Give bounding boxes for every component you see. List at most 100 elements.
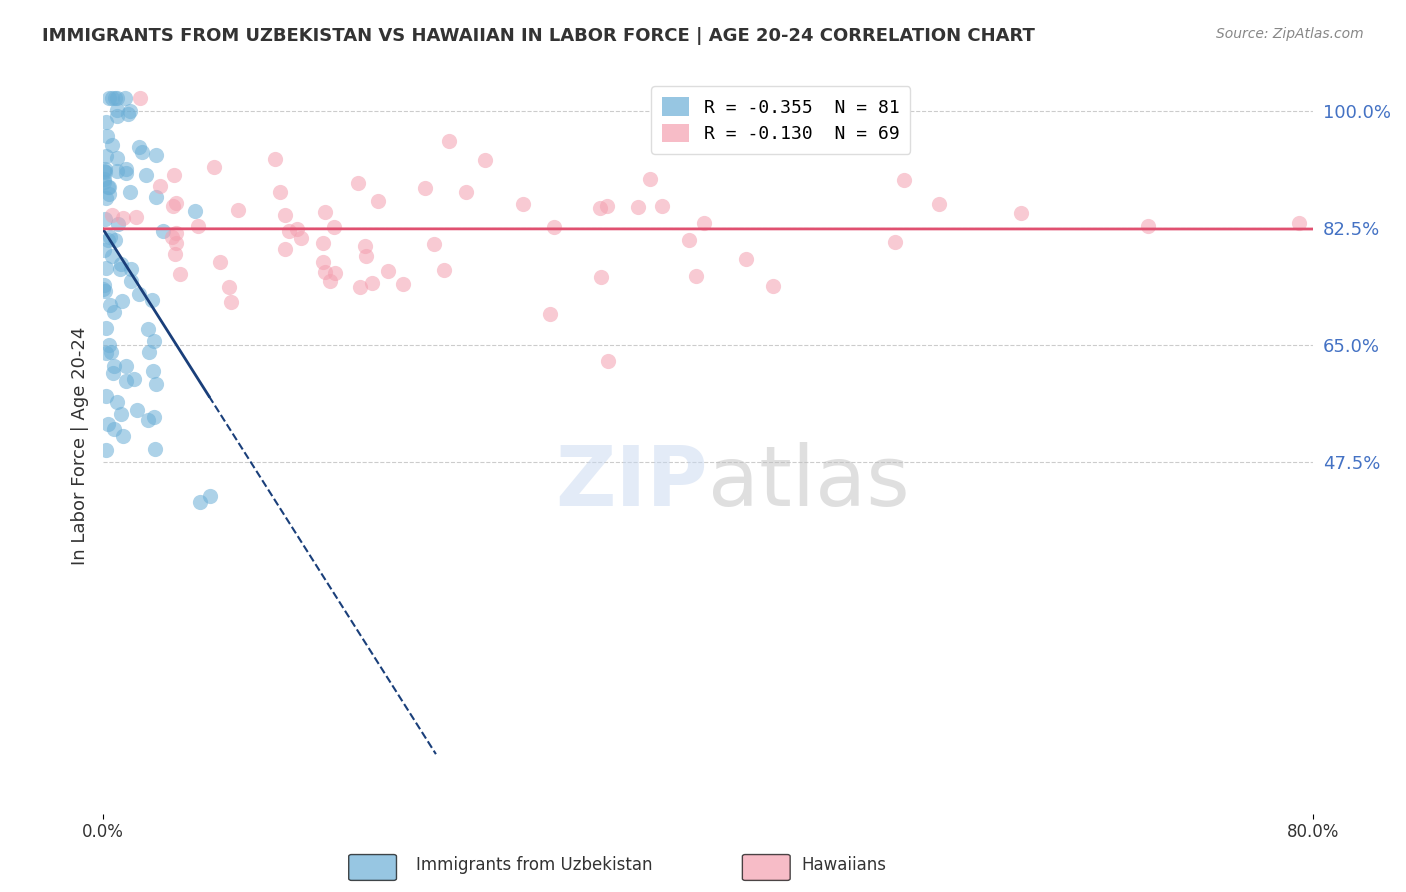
Point (114, 166, 136, 180)
Point (377, 264, 399, 278)
Point (165, 236, 187, 251)
Point (433, 263, 456, 277)
Point (354, 249, 377, 263)
Point (97, 187, 120, 202)
Point (135, 169, 157, 183)
Point (651, 199, 673, 213)
Point (152, 224, 174, 238)
Point (131, 145, 153, 160)
Point (274, 208, 297, 222)
Point (226, 203, 249, 218)
Legend: R = -0.355  N = 81, R = -0.130  N = 69: R = -0.355 N = 81, R = -0.130 N = 69 (651, 87, 910, 154)
Point (163, 247, 186, 261)
Point (423, 237, 446, 252)
Point (145, 148, 167, 162)
Point (101, 138, 124, 153)
Point (111, 293, 134, 308)
Point (165, 196, 187, 211)
Point (202, 161, 225, 175)
Point (96, 129, 118, 144)
Point (93, 277, 115, 292)
Point (120, 261, 142, 276)
Point (114, 161, 136, 176)
Point (96, 389, 118, 403)
Point (103, 305, 125, 319)
Point (128, 286, 150, 301)
Point (349, 279, 371, 293)
Point (104, 233, 127, 247)
Point (198, 489, 221, 503)
Point (346, 176, 368, 190)
Point (98, 229, 121, 244)
Point (136, 322, 159, 336)
Point (218, 280, 240, 294)
Point (96, 443, 118, 458)
Point (100, 208, 122, 222)
Point (928, 197, 950, 211)
Point (100, 344, 122, 359)
Point (735, 252, 758, 266)
Point (884, 235, 907, 249)
Point (208, 255, 231, 269)
Point (143, 442, 166, 457)
Point (538, 307, 561, 321)
Point (94, 284, 117, 298)
Point (149, 178, 172, 193)
Point (94, 260, 117, 275)
Point (94, 162, 117, 177)
Point (145, 377, 167, 392)
Point (105, 90, 128, 104)
Point (103, 367, 125, 381)
Point (97, 338, 120, 352)
Point (97, 417, 120, 432)
Text: ZIP: ZIP (555, 442, 709, 523)
Point (100, 249, 122, 263)
Point (112, 429, 135, 443)
Point (361, 276, 384, 290)
Point (773, 119, 796, 133)
Point (596, 354, 619, 368)
Point (474, 153, 496, 167)
Point (145, 190, 167, 204)
Point (93, 175, 115, 189)
Point (110, 408, 132, 422)
Point (543, 219, 565, 234)
Point (269, 186, 291, 200)
Point (354, 239, 377, 253)
Point (160, 230, 183, 244)
Point (94, 115, 117, 129)
Point (263, 152, 285, 166)
Point (97, 180, 120, 194)
Point (111, 211, 134, 225)
Point (108, 261, 131, 276)
Point (122, 371, 145, 385)
Point (277, 224, 299, 238)
Point (1136, 219, 1159, 234)
Point (367, 194, 389, 208)
Point (638, 172, 661, 186)
Point (98, 90, 121, 104)
Point (107, 164, 129, 178)
Point (323, 220, 346, 235)
Point (94, 345, 117, 359)
Point (591, 270, 613, 285)
Text: IMMIGRANTS FROM UZBEKISTAN VS HAWAIIAN IN LABOR FORCE | AGE 20-24 CORRELATION CH: IMMIGRANTS FROM UZBEKISTAN VS HAWAIIAN I… (42, 27, 1035, 45)
Point (678, 233, 700, 247)
Point (96, 321, 118, 335)
Point (163, 169, 186, 183)
Point (596, 199, 619, 213)
Point (115, 374, 138, 388)
Point (120, 274, 142, 288)
Point (142, 409, 165, 424)
Point (128, 140, 150, 154)
Point (117, 106, 139, 120)
Point (392, 277, 415, 292)
Point (693, 216, 716, 230)
Point (312, 254, 335, 268)
Point (1288, 216, 1310, 230)
Point (439, 134, 461, 148)
Point (101, 90, 124, 104)
Point (105, 103, 128, 118)
Text: Immigrants from Uzbekistan: Immigrants from Uzbekistan (416, 856, 652, 874)
Point (323, 266, 346, 280)
